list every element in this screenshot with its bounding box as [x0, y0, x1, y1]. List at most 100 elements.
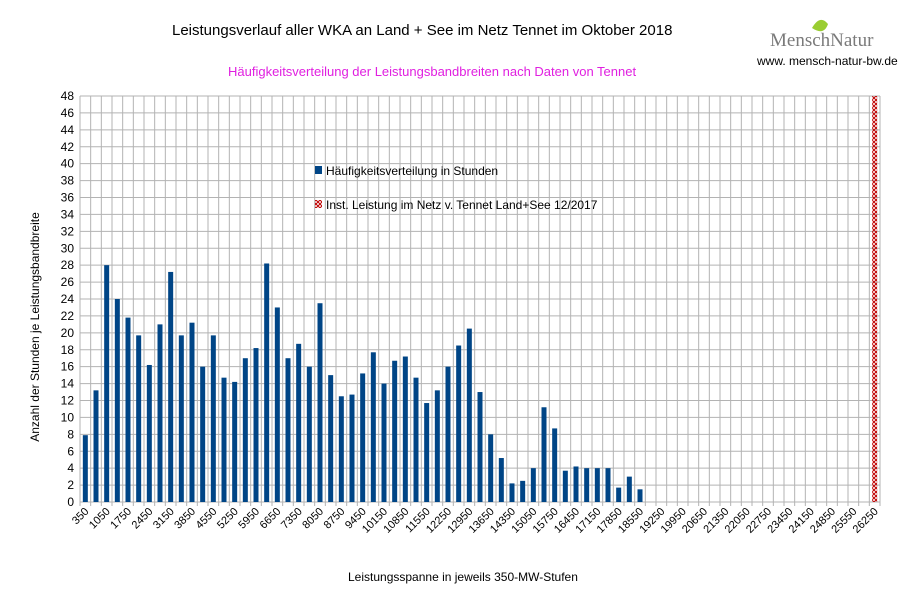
chart-subtitle: Häufigkeitsverteilung der Leistungsbandb…: [228, 64, 637, 79]
bar: [434, 390, 440, 502]
bar: [178, 335, 184, 502]
bar: [338, 396, 344, 502]
y-tick-label: 26: [61, 275, 75, 289]
bar: [360, 373, 366, 502]
x-tick-label: 1750: [108, 506, 134, 532]
bar: [477, 392, 483, 502]
bar: [82, 435, 88, 502]
bar: [445, 366, 451, 502]
x-tick-label: 3150: [151, 506, 177, 532]
y-tick-label: 0: [67, 495, 74, 509]
ginkgo-leaf-icon: [812, 19, 828, 32]
x-tick-label: 4550: [194, 506, 220, 532]
bar: [114, 299, 120, 502]
bar: [93, 390, 99, 502]
legend-label-frequency: Häufigkeitsverteilung in Stunden: [326, 164, 498, 178]
bar: [413, 377, 419, 502]
y-tick-label: 36: [61, 191, 75, 205]
bar: [381, 383, 387, 502]
bar: [136, 335, 142, 502]
bar: [520, 480, 526, 502]
installed-capacity-bar: [872, 96, 878, 502]
x-tick-label: 8750: [322, 506, 348, 532]
bar: [200, 366, 206, 502]
y-tick-label: 20: [61, 326, 75, 340]
y-tick-label: 6: [67, 444, 74, 458]
bar: [349, 394, 355, 502]
legend-label-installed: Inst. Leistung im Netz v. Tennet Land+Se…: [326, 198, 598, 212]
x-tick-label: 2450: [130, 506, 156, 532]
x-tick-label: 8050: [300, 506, 326, 532]
bar: [626, 476, 632, 502]
y-tick-label: 18: [61, 343, 75, 357]
bar: [306, 366, 312, 502]
y-tick-label: 48: [61, 89, 75, 103]
bar: [584, 468, 590, 502]
bar: [392, 360, 398, 502]
bar: [637, 489, 643, 502]
bar: [456, 345, 462, 502]
bar: [189, 322, 195, 502]
bar: [285, 358, 291, 502]
bar: [509, 483, 515, 502]
bar: [264, 263, 270, 502]
x-tick-label: 6650: [258, 506, 284, 532]
bar: [317, 303, 323, 502]
bar: [146, 364, 152, 502]
chart-title: Leistungsverlauf aller WKA an Land + See…: [172, 22, 673, 39]
bar: [210, 335, 216, 502]
bar: [232, 381, 238, 502]
y-tick-label: 8: [67, 427, 74, 441]
y-tick-label: 44: [61, 123, 75, 137]
x-tick-label: 7350: [279, 506, 305, 532]
legend-swatch-frequency: [315, 166, 322, 174]
bar: [594, 468, 600, 502]
bar: [562, 470, 568, 502]
bar: [221, 377, 227, 502]
y-tick-label: 34: [61, 207, 75, 221]
y-tick-label: 10: [61, 410, 75, 424]
bar: [125, 317, 131, 502]
y-tick-label: 2: [67, 478, 74, 492]
y-tick-label: 28: [61, 258, 75, 272]
bar: [157, 324, 163, 502]
bar: [605, 468, 611, 502]
legend-swatch-installed: [315, 200, 322, 208]
bar: [498, 458, 504, 502]
bar: [370, 352, 376, 502]
y-tick-label: 42: [61, 140, 75, 154]
y-tick-label: 32: [61, 224, 75, 238]
y-tick-label: 46: [61, 106, 75, 120]
bar: [253, 348, 259, 502]
bar: [242, 358, 248, 502]
x-tick-label: 5250: [215, 506, 241, 532]
bar: [466, 328, 472, 502]
bar: [552, 428, 558, 502]
bar: [541, 407, 547, 502]
x-tick-label: 1050: [87, 506, 113, 532]
bar: [424, 403, 430, 502]
y-tick-label: 22: [61, 309, 75, 323]
bar: [274, 307, 280, 502]
bar: [328, 375, 334, 502]
logo: MenschNatur: [770, 30, 874, 51]
y-tick-label: 30: [61, 241, 75, 255]
x-axis-label: Leistungsspanne in jeweils 350-MW-Stufen: [348, 570, 578, 584]
y-tick-label: 4: [67, 461, 74, 475]
x-tick-label: 3850: [172, 506, 198, 532]
bar: [402, 356, 408, 502]
y-tick-label: 38: [61, 174, 75, 188]
logo-url: www. mensch-natur-bw.de: [757, 54, 898, 68]
bar: [573, 466, 579, 502]
x-tick-label: 5950: [236, 506, 262, 532]
bar: [104, 265, 110, 502]
bar: [488, 434, 494, 502]
y-tick-label: 24: [61, 292, 75, 306]
bar: [168, 271, 174, 502]
y-tick-label: 12: [61, 394, 75, 408]
y-tick-label: 14: [61, 377, 75, 391]
bar: [530, 468, 536, 502]
bar: [616, 487, 622, 502]
